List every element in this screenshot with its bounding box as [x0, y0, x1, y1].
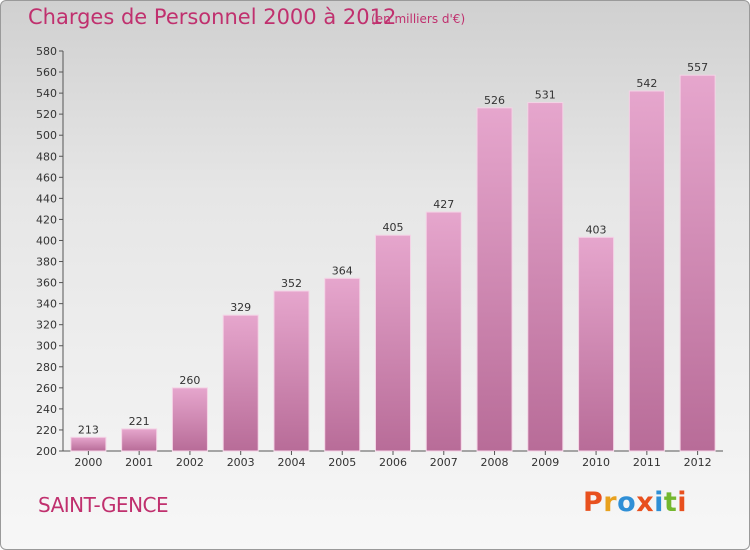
bar: [527, 102, 564, 452]
bar-value-label: 260: [179, 374, 200, 387]
bar-value-label: 352: [281, 277, 302, 290]
y-tick-label: 200: [36, 445, 57, 458]
x-tick-label: 2010: [582, 456, 610, 469]
chart-subtitle: (en milliers d'€): [371, 12, 466, 26]
bar-value-label: 329: [230, 301, 251, 314]
brand-letter: t: [663, 487, 678, 518]
y-tick-label: 440: [36, 192, 57, 205]
x-tick-label: 2011: [633, 456, 661, 469]
brand-letter: x: [636, 487, 655, 518]
y-tick-label: 220: [36, 424, 57, 437]
y-tick-label: 580: [36, 45, 57, 58]
place-name: SAINT-GENCE: [38, 493, 169, 517]
x-tick-label: 2012: [684, 456, 712, 469]
bar: [70, 436, 107, 452]
bar: [375, 234, 411, 452]
y-tick-label: 460: [36, 171, 57, 184]
bar-value-label: 526: [484, 94, 505, 107]
bar: [121, 428, 158, 452]
y-tick-label: 400: [36, 234, 57, 247]
x-tick-label: 2007: [430, 456, 458, 469]
y-tick-label: 360: [36, 277, 57, 290]
y-tick-label: 520: [36, 108, 57, 121]
y-tick-label: 240: [36, 403, 57, 416]
bar: [679, 74, 716, 452]
x-tick-label: 2000: [74, 456, 102, 469]
y-tick-label: 420: [36, 213, 57, 226]
y-tick-label: 380: [36, 256, 57, 269]
bar-value-label: 403: [586, 223, 607, 236]
y-tick-label: 500: [36, 129, 57, 142]
bar-value-label: 542: [636, 77, 657, 90]
y-tick-label: 560: [36, 66, 57, 79]
y-tick-label: 300: [36, 340, 57, 353]
brand-letter: i: [677, 487, 688, 518]
x-tick-label: 2005: [328, 456, 356, 469]
y-tick-label: 340: [36, 298, 57, 311]
y-tick-label: 320: [36, 319, 57, 332]
bar-value-label: 213: [78, 423, 99, 436]
chart-title: Charges de Personnel 2000 à 2012: [28, 5, 397, 29]
brand-letter: i: [654, 487, 664, 518]
bar: [476, 107, 513, 452]
bar-value-label: 364: [332, 264, 353, 277]
bar-value-label: 405: [383, 221, 404, 234]
x-tick-label: 2006: [379, 456, 407, 469]
bar: [628, 90, 665, 452]
x-tick-label: 2003: [227, 456, 255, 469]
y-tick-label: 540: [36, 87, 57, 100]
brand-letter: r: [603, 487, 618, 518]
bar: [324, 277, 361, 452]
x-tick-label: 2002: [176, 456, 204, 469]
x-tick-label: 2008: [481, 456, 509, 469]
proxiti-logo[interactable]: Proxiti: [583, 487, 687, 518]
bar: [273, 290, 310, 452]
x-tick-label: 2004: [277, 456, 305, 469]
y-tick-label: 480: [36, 150, 57, 163]
bar-value-label: 531: [535, 89, 556, 102]
bar-value-label: 557: [687, 61, 708, 74]
bar: [425, 211, 462, 452]
y-tick-label: 280: [36, 361, 57, 374]
bar: [222, 314, 259, 452]
brand-letter: P: [583, 487, 604, 518]
bar: [578, 236, 615, 452]
x-tick-label: 2009: [531, 456, 559, 469]
y-tick-label: 260: [36, 382, 57, 395]
bar: [171, 387, 208, 452]
brand-letter: o: [617, 487, 637, 518]
bar-value-label: 427: [433, 198, 454, 211]
x-tick-label: 2001: [125, 456, 153, 469]
bar-value-label: 221: [129, 415, 150, 428]
